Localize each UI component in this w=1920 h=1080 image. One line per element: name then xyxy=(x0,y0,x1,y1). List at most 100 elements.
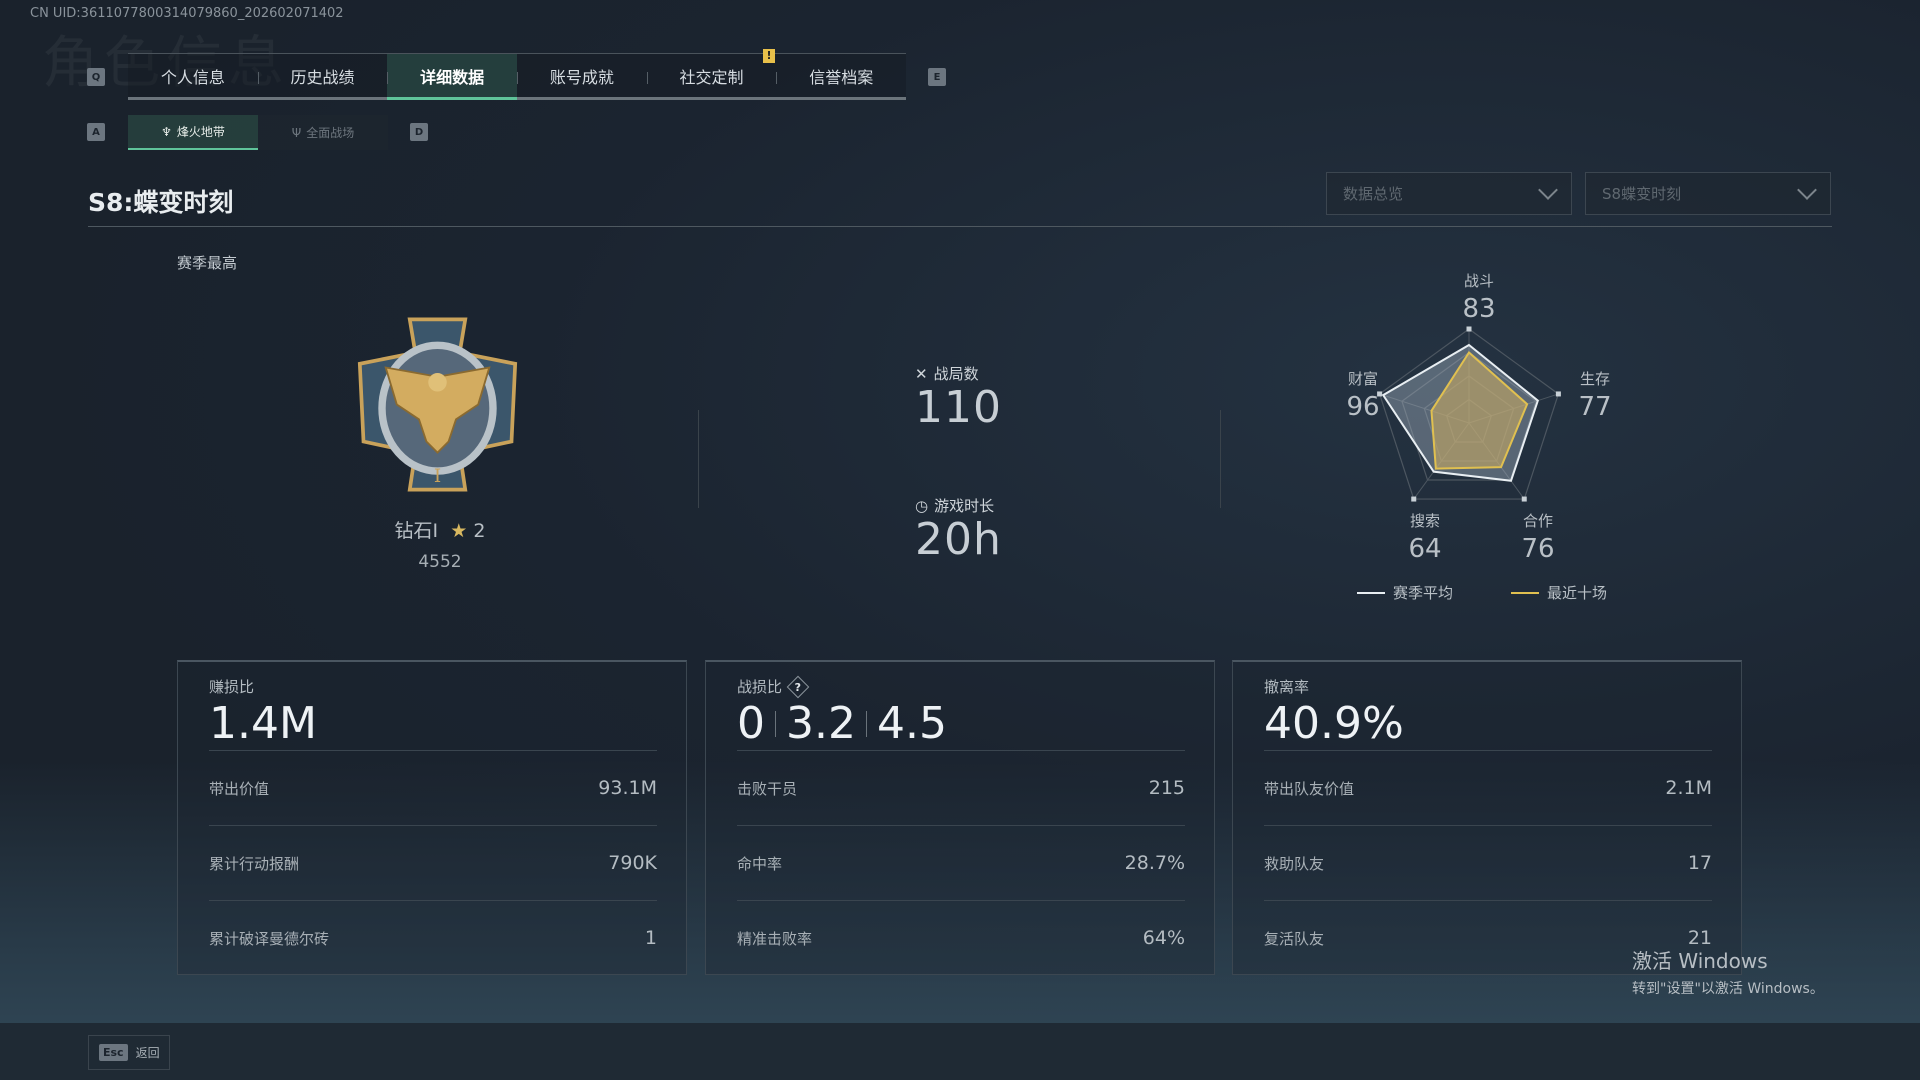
section-divider xyxy=(698,410,699,508)
row-value: 64% xyxy=(1142,927,1185,949)
back-button[interactable]: Esc 返回 xyxy=(88,1035,170,1070)
card-title: 撤离率 xyxy=(1264,676,1309,697)
stat-row: 击败干员 215 xyxy=(737,750,1185,825)
tab-label: 详细数据 xyxy=(420,67,485,87)
main-tabs: 个人信息 历史战绩 详细数据 账号成就 社交定制 信誉档案 xyxy=(128,53,906,100)
stat-row: 带出队友价值 2.1M xyxy=(1264,750,1712,825)
tab-credit[interactable]: 信誉档案 xyxy=(776,54,906,97)
card-main-value: 1.4M xyxy=(209,698,317,749)
radar-vertex-marker xyxy=(1411,496,1417,502)
radar-axis-label: 财富 xyxy=(1347,370,1378,388)
svg-text:I: I xyxy=(434,466,441,487)
radar-chart xyxy=(1377,326,1561,502)
row-label: 命中率 xyxy=(737,854,783,873)
value-separator xyxy=(865,710,867,737)
playtime-value: 20h xyxy=(915,514,1002,565)
radar-grid-ring xyxy=(1401,351,1537,481)
radar-axis-value: 96 xyxy=(1346,392,1380,422)
subtab-label: 全面战场 xyxy=(306,126,355,140)
tab-personal-info[interactable]: 个人信息 xyxy=(128,54,258,97)
rank-name: 钻石I xyxy=(394,520,439,542)
title-divider xyxy=(88,226,1832,227)
back-label: 返回 xyxy=(135,1046,160,1060)
next-subtab-key-hint[interactable]: D xyxy=(410,123,428,141)
crossed-swords-icon: ✕ xyxy=(915,364,928,383)
card-title: 赚损比 xyxy=(209,676,254,697)
season-dropdown[interactable]: S8蝶变时刻 xyxy=(1585,172,1831,215)
next-tab-key-hint[interactable]: E xyxy=(928,68,946,86)
legend-label: 赛季平均 xyxy=(1393,584,1454,602)
prev-tab-key-hint[interactable]: Q xyxy=(87,68,105,86)
section-divider xyxy=(1220,410,1221,508)
season-best-label: 赛季最高 xyxy=(177,254,238,272)
card-title-text: 撤离率 xyxy=(1264,678,1310,696)
subtab-label: 烽火地带 xyxy=(176,125,225,139)
uid-text: CN UID:3611077800314079860_202602071402 xyxy=(30,6,344,21)
row-value: 790K xyxy=(608,852,657,874)
stat-row: 救助队友 17 xyxy=(1264,825,1712,900)
beacon-icon: ♆ xyxy=(161,124,172,139)
tab-history[interactable]: 历史战绩 xyxy=(257,54,388,97)
help-icon[interactable]: ? xyxy=(786,675,810,698)
label-text: 游戏时长 xyxy=(934,497,995,515)
card-title-text: 赚损比 xyxy=(209,678,255,696)
tab-label: 历史战绩 xyxy=(290,67,355,87)
tab-label: 个人信息 xyxy=(160,67,225,87)
chevron-down-icon xyxy=(1797,179,1817,200)
rank-score: 4552 xyxy=(418,552,462,572)
radar-grid-ring xyxy=(1378,328,1560,500)
card-main-value: 0 3.2 4.5 xyxy=(737,698,947,749)
esc-key-hint: Esc xyxy=(99,1044,128,1061)
windows-activation-watermark: 激活 Windows 转到"设置"以激活 Windows。 xyxy=(1632,945,1824,998)
mode-subtabs: ♆ 烽火地带 Ψ 全面战场 xyxy=(128,115,388,150)
star-icon: ★ xyxy=(450,520,468,542)
footer-bar xyxy=(0,1023,1920,1080)
watermark-line2: 转到"设置"以激活 Windows。 xyxy=(1632,981,1824,997)
stopwatch-icon: ◷ xyxy=(915,496,929,515)
row-value: 21 xyxy=(1687,927,1712,949)
radar-vertex-marker xyxy=(1521,496,1527,502)
row-value: 2.1M xyxy=(1665,777,1712,799)
tab-label: 账号成就 xyxy=(549,67,614,87)
main-value: 0 xyxy=(737,698,765,749)
row-label: 精准击败率 xyxy=(737,929,813,948)
legend-swatch xyxy=(1357,591,1385,594)
label-text: 战局数 xyxy=(933,365,979,383)
tab-social[interactable]: 社交定制 xyxy=(646,54,777,97)
tab-detailed-data[interactable]: 详细数据 xyxy=(387,54,518,100)
rank-info: 钻石I ★ 2 xyxy=(340,516,540,543)
row-label: 累计行动报酬 xyxy=(209,854,300,873)
prev-subtab-key-hint[interactable]: A xyxy=(87,123,105,141)
stat-row: 带出价值 93.1M xyxy=(209,750,657,825)
page-title: S8:蝶变时刻 xyxy=(88,188,234,217)
tab-achievements[interactable]: 账号成就 xyxy=(517,54,647,97)
row-value: 28.7% xyxy=(1124,852,1185,874)
stat-row: 精准击败率 64% xyxy=(737,900,1185,975)
legend-swatch xyxy=(1511,591,1539,594)
matches-value: 110 xyxy=(915,382,1002,433)
stat-card: 撤离率 40.9% 带出队友价值 2.1M 救助队友 17 复活队友 21 xyxy=(1232,660,1742,975)
trident-icon: Ψ xyxy=(291,125,302,140)
ghost-title: 角色信息 xyxy=(42,31,290,96)
background-fog xyxy=(0,760,1920,1023)
main-value: 4.5 xyxy=(876,698,947,749)
stat-card: 战损比? 0 3.2 4.5 击败干员 215 命中率 28.7% 精准击败率 64% xyxy=(705,660,1215,975)
tab-label: 信誉档案 xyxy=(809,67,874,87)
dropdown-value: S8蝶变时刻 xyxy=(1602,185,1682,203)
subtab-full-battle[interactable]: Ψ 全面战场 xyxy=(258,115,388,150)
stat-card: 赚损比 1.4M 带出价值 93.1M 累计行动报酬 790K 累计破译曼德尔砖 1 xyxy=(177,660,687,975)
radar-series-1 xyxy=(1430,350,1529,470)
radar-vertex-marker xyxy=(1555,391,1561,397)
row-label: 带出队友价值 xyxy=(1264,779,1355,798)
radar-axis-label: 合作 xyxy=(1522,512,1553,530)
row-value: 93.1M xyxy=(598,777,657,799)
radar-axis-label: 生存 xyxy=(1579,370,1610,388)
subtab-hazard-zone[interactable]: ♆ 烽火地带 xyxy=(128,115,258,150)
playtime-label: ◷ 游戏时长 xyxy=(915,495,994,516)
data-view-dropdown[interactable]: 数据总览 xyxy=(1326,172,1572,215)
row-label: 击败干员 xyxy=(737,779,798,798)
radar-axis-value: 77 xyxy=(1578,392,1612,422)
notification-badge: ! xyxy=(763,49,775,63)
radar-vertex-marker xyxy=(1466,326,1472,332)
main-value: 3.2 xyxy=(786,698,856,749)
